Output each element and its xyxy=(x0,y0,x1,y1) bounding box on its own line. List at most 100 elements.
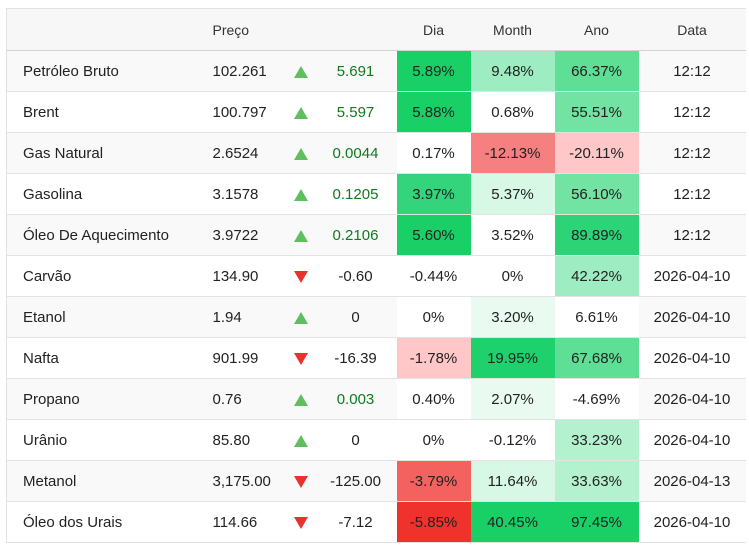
day-percent: 0.40% xyxy=(396,378,471,420)
year-percent: 33.23% xyxy=(554,419,639,461)
table-row[interactable]: Carvão 134.90 -0.60 -0.44% 0% 42.22% 2026-04-1… xyxy=(6,255,746,297)
commodity-name[interactable]: Óleo dos Urais xyxy=(6,501,203,543)
price-value: 901.99 xyxy=(202,337,287,379)
date-value: 12:12 xyxy=(638,91,746,133)
commodity-name[interactable]: Gasolina xyxy=(6,173,203,215)
header-year[interactable]: Ano xyxy=(554,8,639,51)
date-value: 2026-04-10 xyxy=(638,501,746,543)
table-row[interactable]: Nafta 901.99 -16.39 -1.78% 19.95% 67.68% 2026-… xyxy=(6,337,746,379)
table-row[interactable]: Propano 0.76 0.003 0.40% 2.07% -4.69% 2026-04-… xyxy=(6,378,746,420)
arrow-up-icon xyxy=(293,393,308,406)
day-percent: 5.60% xyxy=(396,214,471,256)
date-value: 2026-04-13 xyxy=(638,460,746,502)
month-percent: 5.37% xyxy=(470,173,555,215)
trend-arrow-cell xyxy=(286,91,315,133)
year-percent: -20.11% xyxy=(554,132,639,174)
commodity-name[interactable]: Óleo De Aquecimento xyxy=(6,214,203,256)
date-value: 2026-04-10 xyxy=(638,255,746,297)
trend-arrow-cell xyxy=(286,337,315,379)
header-row: Preço Dia Month Ano Data xyxy=(6,8,746,51)
arrow-up-icon xyxy=(293,188,308,201)
trend-arrow-cell xyxy=(286,173,315,215)
price-value: 102.261 xyxy=(202,50,287,92)
day-percent: 5.88% xyxy=(396,91,471,133)
month-percent: 19.95% xyxy=(470,337,555,379)
day-percent: 5.89% xyxy=(396,50,471,92)
date-value: 12:12 xyxy=(638,50,746,92)
price-value: 3.1578 xyxy=(202,173,287,215)
commodity-name[interactable]: Propano xyxy=(6,378,203,420)
header-date[interactable]: Data xyxy=(638,8,746,51)
year-percent: 33.63% xyxy=(554,460,639,502)
month-percent: 40.45% xyxy=(470,501,555,543)
header-change xyxy=(314,8,397,51)
price-value: 114.66 xyxy=(202,501,287,543)
year-percent: 55.51% xyxy=(554,91,639,133)
commodity-name[interactable]: Gas Natural xyxy=(6,132,203,174)
year-percent: 67.68% xyxy=(554,337,639,379)
month-percent: 11.64% xyxy=(470,460,555,502)
month-percent: -12.13% xyxy=(470,132,555,174)
table-row[interactable]: Gas Natural 2.6524 0.0044 0.17% -12.13% -20.1… xyxy=(6,132,746,174)
year-percent: 6.61% xyxy=(554,296,639,338)
change-value: -7.12 xyxy=(314,501,397,543)
date-value: 2026-04-10 xyxy=(638,419,746,461)
table-row[interactable]: Óleo De Aquecimento 3.9722 0.2106 5.60% 3.52… xyxy=(6,214,746,256)
table-body: Petróleo Bruto 102.261 5.691 5.89% 9.48% 66.3… xyxy=(6,50,746,543)
commodity-name[interactable]: Petróleo Bruto xyxy=(6,50,203,92)
year-percent: 97.45% xyxy=(554,501,639,543)
arrow-up-icon xyxy=(293,311,308,324)
table-row[interactable]: Metanol 3,175.00 -125.00 -3.79% 11.64% 33.63%… xyxy=(6,460,746,502)
commodity-name[interactable]: Brent xyxy=(6,91,203,133)
arrow-up-icon xyxy=(293,106,308,119)
change-value: 5.597 xyxy=(314,91,397,133)
header-day[interactable]: Dia xyxy=(396,8,471,51)
change-value: 0.1205 xyxy=(314,173,397,215)
table-row[interactable]: Gasolina 3.1578 0.1205 3.97% 5.37% 56.10% 12:1… xyxy=(6,173,746,215)
day-percent: 0.17% xyxy=(396,132,471,174)
table-header: Preço Dia Month Ano Data xyxy=(6,8,746,51)
arrow-up-icon xyxy=(293,434,308,447)
arrow-up-icon xyxy=(293,65,308,78)
table-row[interactable]: Petróleo Bruto 102.261 5.691 5.89% 9.48% 66.3… xyxy=(6,50,746,92)
commodity-name[interactable]: Etanol xyxy=(6,296,203,338)
table-row[interactable]: Etanol 1.94 0 0% 3.20% 6.61% 2026-04-10 xyxy=(6,296,746,338)
change-value: 0.003 xyxy=(314,378,397,420)
commodity-name[interactable]: Nafta xyxy=(6,337,203,379)
price-value: 3,175.00 xyxy=(202,460,287,502)
table-row[interactable]: Óleo dos Urais 114.66 -7.12 -5.85% 40.45% 97.… xyxy=(6,501,746,543)
month-percent: 9.48% xyxy=(470,50,555,92)
trend-arrow-cell xyxy=(286,378,315,420)
arrow-down-icon xyxy=(293,352,308,365)
change-value: -125.00 xyxy=(314,460,397,502)
day-percent: -3.79% xyxy=(396,460,471,502)
arrow-up-icon xyxy=(293,229,308,242)
price-value: 3.9722 xyxy=(202,214,287,256)
trend-arrow-cell xyxy=(286,460,315,502)
trend-arrow-cell xyxy=(286,501,315,543)
month-percent: 3.52% xyxy=(470,214,555,256)
table-row[interactable]: Urânio 85.80 0 0% -0.12% 33.23% 2026-04-10 xyxy=(6,419,746,461)
year-percent: 66.37% xyxy=(554,50,639,92)
commodity-name[interactable]: Urânio xyxy=(6,419,203,461)
month-percent: 3.20% xyxy=(470,296,555,338)
day-percent: -5.85% xyxy=(396,501,471,543)
date-value: 12:12 xyxy=(638,214,746,256)
table-row[interactable]: Brent 100.797 5.597 5.88% 0.68% 55.51% 12:12 xyxy=(6,91,746,133)
arrow-down-icon xyxy=(293,270,308,283)
price-value: 134.90 xyxy=(202,255,287,297)
header-price[interactable]: Preço xyxy=(202,8,287,51)
arrow-down-icon xyxy=(293,516,308,529)
header-month[interactable]: Month xyxy=(470,8,555,51)
trend-arrow-cell xyxy=(286,132,315,174)
date-value: 2026-04-10 xyxy=(638,378,746,420)
commodity-name[interactable]: Metanol xyxy=(6,460,203,502)
trend-arrow-cell xyxy=(286,255,315,297)
date-value: 12:12 xyxy=(638,132,746,174)
month-percent: -0.12% xyxy=(470,419,555,461)
header-name xyxy=(6,8,203,51)
commodity-name[interactable]: Carvão xyxy=(6,255,203,297)
year-percent: 42.22% xyxy=(554,255,639,297)
day-percent: -0.44% xyxy=(396,255,471,297)
